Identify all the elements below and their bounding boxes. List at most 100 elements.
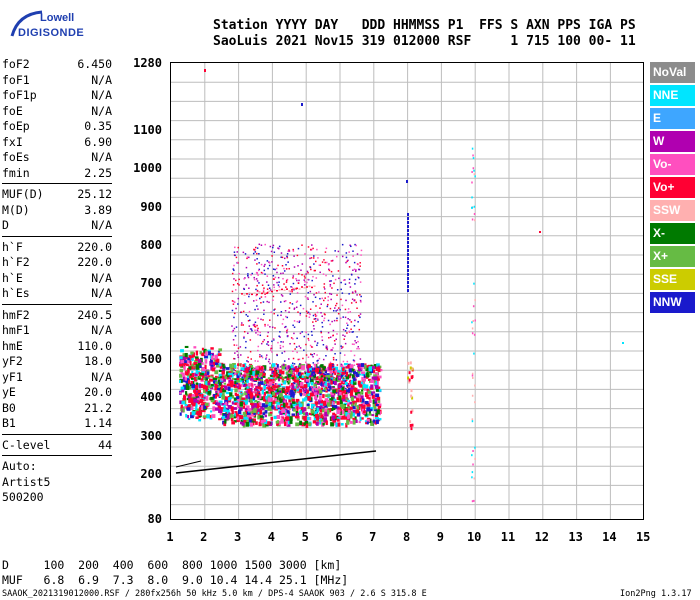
param-row: h`E N/A	[2, 271, 112, 287]
ionogram-canvas	[171, 63, 643, 519]
param-name: fmin	[2, 165, 30, 180]
param-value: N/A	[91, 150, 112, 164]
param-value: 18.0	[84, 354, 112, 368]
distance-row: D 100 200 400 600 800 1000 1500 3000 [km…	[2, 558, 342, 572]
param-value: 44	[98, 437, 112, 452]
y-tick-label: 500	[140, 352, 162, 366]
param-name: hmE	[2, 338, 23, 353]
param-row: C-level 44	[2, 438, 112, 454]
param-value: 1.14	[84, 416, 112, 430]
param-row: h`F 220.0	[2, 240, 112, 256]
legend-item-w: W	[650, 131, 695, 152]
x-tick-label: 8	[402, 530, 411, 544]
param-name: D	[2, 218, 9, 232]
x-tick-label: 7	[369, 530, 377, 544]
param-name: h`Es	[2, 286, 30, 300]
param-name: B0	[2, 400, 16, 415]
param-row: foEp 0.35	[2, 119, 112, 135]
param-row: hmE 110.0	[2, 339, 112, 355]
legend-item-e: E	[650, 108, 695, 129]
param-name: M(D)	[2, 202, 30, 217]
param-value: 6.90	[84, 134, 112, 149]
param-separator	[2, 183, 112, 184]
legend-item-vo: Vo+	[650, 177, 695, 198]
param-name: fxI	[2, 134, 23, 149]
param-separator	[2, 235, 112, 237]
param-name: h`F	[2, 239, 23, 254]
param-value: N/A	[91, 218, 112, 232]
x-tick-label: 1	[166, 530, 174, 544]
param-value: N/A	[91, 323, 112, 337]
logo-lowell: Lowell	[40, 12, 75, 24]
param-name: h`F2	[2, 255, 30, 269]
param-row: h`Es N/A	[2, 286, 112, 302]
x-tick-label: 3	[233, 530, 242, 544]
y-tick-label: 1000	[133, 161, 162, 175]
param-row: fxI 6.90	[2, 135, 112, 151]
legend-item-vo: Vo-	[650, 154, 695, 175]
param-value: 20.0	[84, 385, 112, 399]
x-tick-label: 12	[534, 530, 550, 544]
auto-line: 500200	[2, 490, 44, 504]
x-tick-label: 5	[301, 530, 309, 544]
logo-swoosh-icon	[10, 10, 43, 37]
y-tick-label: 300	[140, 429, 162, 443]
param-row: yF2 18.0	[2, 354, 112, 370]
legend-item-nnw: NNW	[650, 292, 695, 313]
legend-item-nne: NNE	[650, 85, 695, 106]
header-line-1: Station YYYY DAY DDD HHMMSS P1 FFS S AXN…	[213, 18, 636, 33]
param-row: foF1 N/A	[2, 73, 112, 89]
x-tick-label: 2	[200, 530, 208, 544]
param-name: foEp	[2, 119, 30, 133]
x-tick-label: 4	[267, 530, 275, 544]
param-value: 240.5	[77, 307, 112, 322]
param-value: 6.450	[77, 57, 112, 71]
param-value: N/A	[91, 286, 112, 300]
param-name: foF1p	[2, 88, 37, 102]
y-tick-label: 1280	[133, 56, 162, 70]
param-value: N/A	[91, 270, 112, 285]
param-row: foEs N/A	[2, 150, 112, 166]
param-value: 21.2	[84, 400, 112, 415]
param-row: B0 21.2	[2, 401, 112, 417]
param-value: N/A	[91, 72, 112, 87]
x-tick-label: 10	[466, 530, 482, 544]
param-name: MUF(D)	[2, 187, 44, 201]
param-value: 2.25	[84, 165, 112, 180]
legend-item-noval: NoVal	[650, 62, 695, 83]
param-row: B1 1.14	[2, 416, 112, 432]
param-row: hmF1 N/A	[2, 323, 112, 339]
legend-item-x: X+	[650, 246, 695, 267]
param-name: foEs	[2, 150, 30, 164]
y-tick-label: 800	[140, 238, 162, 252]
param-value: 220.0	[77, 255, 112, 269]
x-tick-label: 13	[568, 530, 583, 544]
legend-item-ssw: SSW	[650, 200, 695, 221]
param-name: yF2	[2, 354, 23, 368]
param-name: foF1	[2, 72, 30, 87]
muf-row: MUF 6.8 6.9 7.3 8.0 9.0 10.4 14.4 25.1 […	[2, 573, 349, 587]
param-name: foE	[2, 103, 23, 118]
legend-item-sse: SSE	[650, 269, 695, 290]
x-tick-label: 15	[635, 530, 651, 544]
param-name: B1	[2, 416, 16, 430]
digisonde-logo: Lowell DIGISONDE	[8, 8, 84, 44]
param-name: h`E	[2, 270, 23, 285]
y-tick-label: 400	[140, 390, 162, 404]
header-line-2: SaoLuis 2021 Nov15 319 012000 RSF 1 715 …	[213, 34, 636, 49]
y-tick-label: 900	[140, 200, 162, 214]
param-row: D N/A	[2, 218, 112, 234]
param-row: foF2 6.450	[2, 57, 112, 73]
y-tick-label: 80	[147, 512, 162, 526]
x-tick-label: 6	[335, 530, 343, 544]
param-value: N/A	[91, 88, 112, 102]
scaled-parameters-panel: foF2 6.450 foF1 N/A foF1p N/A foE N/A foEp 0.35 fx…	[2, 57, 112, 506]
x-tick-label: 11	[500, 530, 516, 544]
param-row: yF1 N/A	[2, 370, 112, 386]
param-value: 25.12	[77, 187, 112, 201]
param-value: 0.35	[84, 119, 112, 133]
y-tick-label: 700	[140, 276, 162, 290]
auto-line: Artist5	[2, 474, 51, 489]
param-row: MUF(D) 25.12	[2, 187, 112, 203]
param-value: N/A	[91, 103, 112, 118]
